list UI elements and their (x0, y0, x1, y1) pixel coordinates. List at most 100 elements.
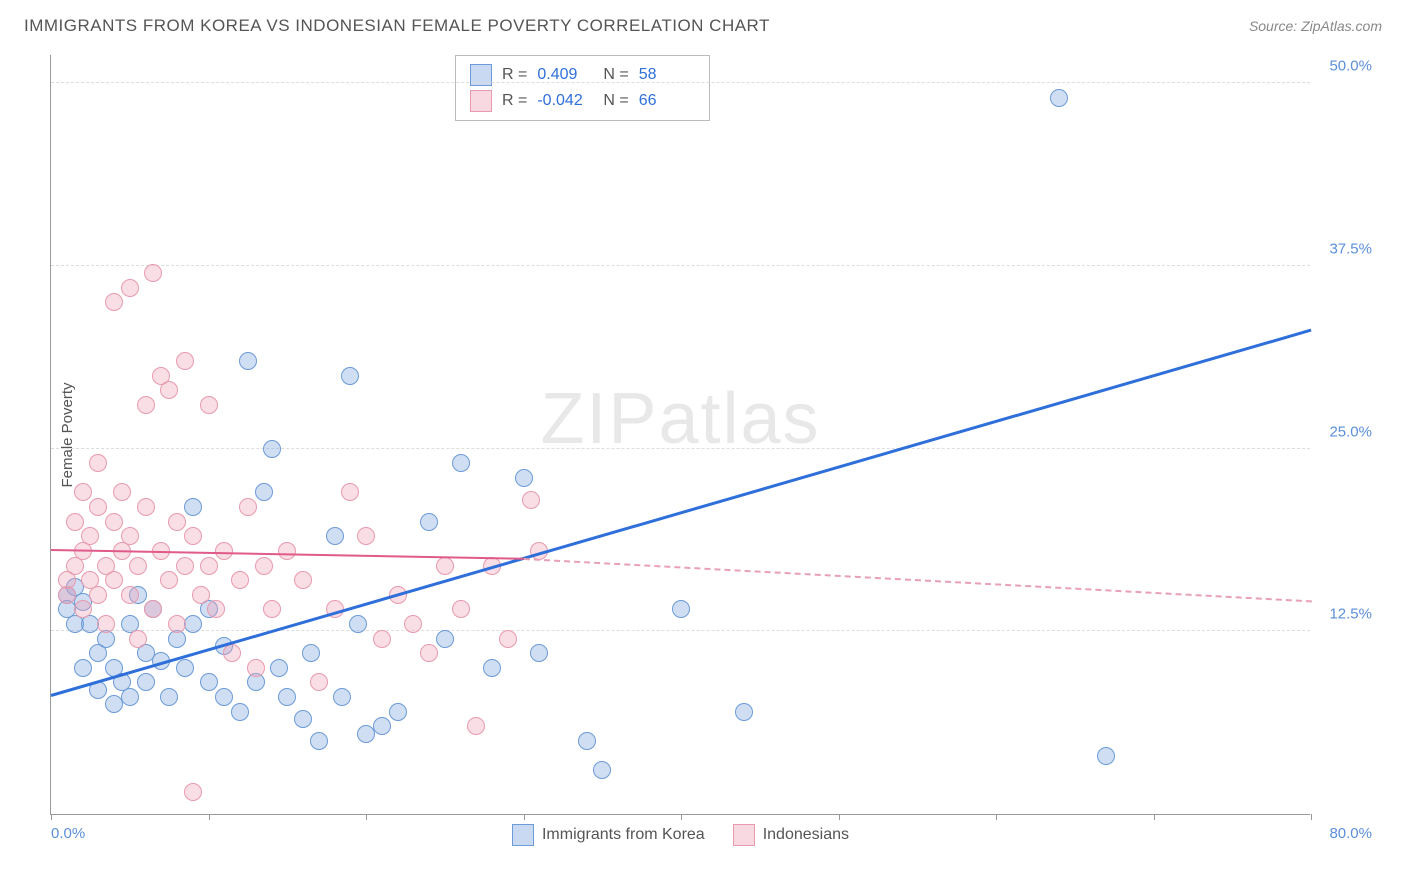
data-point-korea (184, 498, 202, 516)
data-point-indonesia (176, 557, 194, 575)
legend-item-indonesia: Indonesians (733, 824, 849, 846)
data-point-indonesia (89, 498, 107, 516)
data-point-korea (326, 527, 344, 545)
stats-row-indonesia: R = -0.042 N = 66 (470, 88, 695, 114)
x-tick (839, 814, 840, 820)
y-tick-label: 37.5% (1329, 240, 1372, 257)
data-point-korea (333, 688, 351, 706)
data-point-indonesia (89, 586, 107, 604)
data-point-korea (239, 352, 257, 370)
data-point-indonesia (89, 454, 107, 472)
data-point-korea (278, 688, 296, 706)
data-point-indonesia (160, 381, 178, 399)
data-point-indonesia (74, 600, 92, 618)
data-point-indonesia (192, 586, 210, 604)
data-point-korea (310, 732, 328, 750)
r-value-indonesia: -0.042 (537, 92, 593, 110)
data-point-indonesia (66, 513, 84, 531)
data-point-indonesia (278, 542, 296, 560)
data-point-indonesia (168, 615, 186, 633)
plot-area: ZIPatlas Female Poverty R = 0.409 N = 58… (50, 55, 1310, 815)
x-tick (1311, 814, 1312, 820)
data-point-indonesia (105, 571, 123, 589)
x-axis-max-label: 80.0% (1329, 825, 1372, 842)
data-point-indonesia (184, 527, 202, 545)
data-point-indonesia (231, 571, 249, 589)
data-point-indonesia (255, 557, 273, 575)
data-point-indonesia (341, 483, 359, 501)
data-point-korea (137, 673, 155, 691)
x-tick (996, 814, 997, 820)
data-point-korea (263, 440, 281, 458)
data-point-korea (302, 644, 320, 662)
data-point-indonesia (121, 586, 139, 604)
data-point-korea (341, 367, 359, 385)
data-point-korea (74, 659, 92, 677)
stats-legend-box: R = 0.409 N = 58 R = -0.042 N = 66 (455, 55, 710, 121)
x-tick (1154, 814, 1155, 820)
data-point-indonesia (263, 600, 281, 618)
swatch-pink-icon (733, 824, 755, 846)
trendline-korea (51, 329, 1312, 697)
data-point-indonesia (137, 396, 155, 414)
data-point-korea (452, 454, 470, 472)
data-point-indonesia (247, 659, 265, 677)
data-point-indonesia (200, 396, 218, 414)
data-point-indonesia (436, 557, 454, 575)
data-point-korea (176, 659, 194, 677)
data-point-indonesia (105, 293, 123, 311)
data-point-korea (373, 717, 391, 735)
data-point-korea (420, 513, 438, 531)
data-point-indonesia (176, 352, 194, 370)
data-point-korea (483, 659, 501, 677)
data-point-korea (184, 615, 202, 633)
data-point-indonesia (223, 644, 241, 662)
data-point-indonesia (310, 673, 328, 691)
swatch-blue-icon (512, 824, 534, 846)
data-point-korea (270, 659, 288, 677)
data-point-indonesia (137, 498, 155, 516)
x-tick (681, 814, 682, 820)
source-attribution: Source: ZipAtlas.com (1249, 18, 1382, 34)
data-point-indonesia (184, 783, 202, 801)
data-point-indonesia (74, 483, 92, 501)
data-point-indonesia (121, 279, 139, 297)
trendline-indonesia-dashed (523, 558, 1311, 602)
swatch-pink-icon (470, 90, 492, 112)
y-tick-label: 25.0% (1329, 423, 1372, 440)
data-point-korea (1097, 747, 1115, 765)
data-point-indonesia (499, 630, 517, 648)
gridline (51, 448, 1310, 449)
data-point-korea (121, 688, 139, 706)
data-point-indonesia (121, 527, 139, 545)
y-axis-title: Female Poverty (59, 382, 76, 487)
data-point-indonesia (207, 600, 225, 618)
data-point-indonesia (420, 644, 438, 662)
data-point-korea (735, 703, 753, 721)
data-point-korea (389, 703, 407, 721)
x-tick (51, 814, 52, 820)
gridline (51, 82, 1310, 83)
data-point-korea (436, 630, 454, 648)
x-tick (209, 814, 210, 820)
data-point-korea (672, 600, 690, 618)
data-point-indonesia (467, 717, 485, 735)
data-point-korea (160, 688, 178, 706)
gridline (51, 630, 1310, 631)
data-point-korea (294, 710, 312, 728)
stats-row-korea: R = 0.409 N = 58 (470, 62, 695, 88)
data-point-indonesia (129, 630, 147, 648)
data-point-indonesia (160, 571, 178, 589)
data-point-indonesia (81, 527, 99, 545)
chart-container: ZIPatlas Female Poverty R = 0.409 N = 58… (50, 55, 1380, 845)
data-point-indonesia (144, 600, 162, 618)
data-point-indonesia (452, 600, 470, 618)
bottom-legend: Immigrants from Korea Indonesians (51, 824, 1310, 846)
data-point-korea (515, 469, 533, 487)
data-point-korea (349, 615, 367, 633)
data-point-indonesia (113, 483, 131, 501)
data-point-indonesia (200, 557, 218, 575)
data-point-korea (231, 703, 249, 721)
y-tick-label: 12.5% (1329, 606, 1372, 623)
data-point-korea (593, 761, 611, 779)
